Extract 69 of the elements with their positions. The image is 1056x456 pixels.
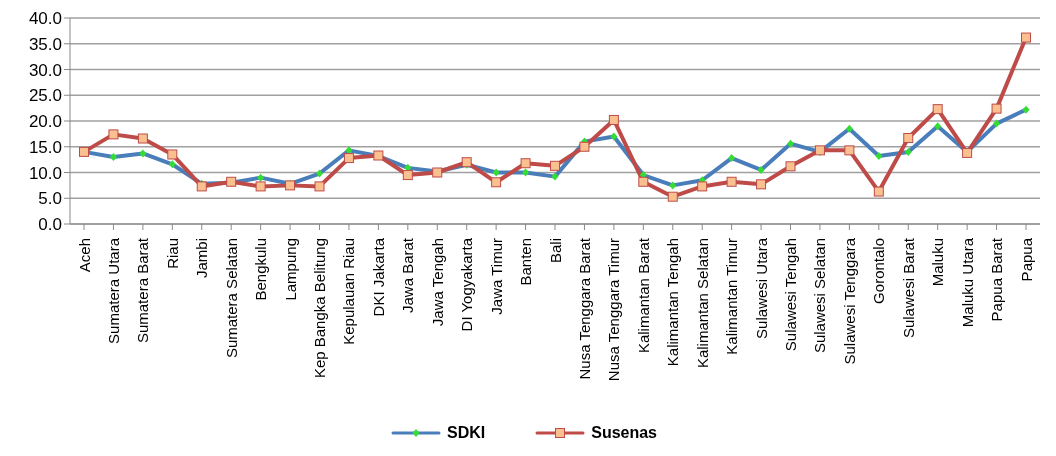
y-tick-label: 15.0 bbox=[28, 137, 62, 157]
x-tick-label: Riau bbox=[163, 238, 181, 269]
x-tick-label: Jawa Timur bbox=[487, 238, 505, 315]
point bbox=[314, 181, 325, 192]
legend-label: Susenas bbox=[591, 424, 658, 442]
x-tick-label: Maluku Utara bbox=[958, 237, 976, 328]
point bbox=[255, 181, 266, 192]
x-tick-label: Kalimantan Selatan bbox=[693, 238, 711, 369]
legend-label: SDKI bbox=[446, 424, 486, 442]
x-tick-label: Nusa Tenggara Timur bbox=[605, 238, 623, 382]
x-tick-label: Sumatera Selatan bbox=[222, 238, 240, 359]
point bbox=[608, 114, 619, 125]
point bbox=[726, 176, 737, 187]
point bbox=[137, 133, 148, 144]
point bbox=[196, 181, 207, 192]
point bbox=[402, 170, 413, 181]
point bbox=[108, 129, 119, 140]
y-tick-label: 35.0 bbox=[28, 34, 62, 54]
x-tick-label: Sulawesi Selatan bbox=[811, 238, 829, 354]
x-tick-label: Kalimantan Barat bbox=[634, 237, 652, 354]
x-tick-label: Banten bbox=[517, 238, 535, 286]
point bbox=[167, 149, 178, 160]
point bbox=[903, 133, 914, 143]
point bbox=[579, 141, 590, 152]
point bbox=[520, 158, 531, 169]
point bbox=[550, 160, 560, 171]
x-tick-label: Nusa Tenggara Barat bbox=[575, 237, 593, 380]
x-tick-label: Sulawesi Barat bbox=[899, 237, 917, 339]
point bbox=[844, 145, 855, 156]
point bbox=[697, 181, 708, 192]
point bbox=[638, 176, 649, 187]
point bbox=[1021, 32, 1031, 43]
x-tick-label: Sulawesi Utara bbox=[752, 237, 770, 339]
x-tick-label: Kalimantan Tengah bbox=[664, 238, 682, 367]
x-tick-label: Jambi bbox=[193, 238, 211, 279]
x-tick-label: Kep Bangka Belitung bbox=[311, 238, 328, 379]
x-tick-label: Papua Barat bbox=[988, 237, 1006, 322]
point bbox=[785, 161, 796, 172]
point bbox=[756, 179, 767, 190]
point bbox=[991, 103, 1002, 114]
x-tick-label: Bengkulu bbox=[252, 238, 270, 301]
x-tick-label: DKI Jakarta bbox=[369, 237, 387, 317]
point bbox=[343, 153, 354, 164]
y-tick-label: 40.0 bbox=[28, 9, 62, 29]
x-tick-label: Maluku bbox=[929, 238, 947, 287]
x-tick-label: Aceh bbox=[75, 238, 93, 273]
point bbox=[667, 191, 678, 202]
y-tick-label: 0.0 bbox=[38, 215, 62, 235]
x-tick-label: Bali bbox=[546, 238, 564, 264]
y-tick-label: 25.0 bbox=[28, 86, 62, 106]
x-tick-label: Sumatera Barat bbox=[134, 237, 152, 344]
x-tick-label: Gorontalo bbox=[870, 238, 888, 304]
x-tick-label: Kepulauan Riau bbox=[340, 238, 358, 345]
y-tick-label: 10.0 bbox=[28, 163, 62, 183]
point bbox=[873, 186, 884, 197]
x-tick-label: Lampung bbox=[281, 238, 299, 301]
x-tick-label: Sulawesi Tengah bbox=[782, 238, 799, 352]
y-tick-label: 5.0 bbox=[38, 189, 62, 209]
x-tick-label: Jawa Tengah bbox=[428, 238, 446, 327]
point bbox=[491, 177, 502, 188]
y-tick-label: 20.0 bbox=[28, 112, 62, 132]
x-tick-label: Sumatera Utara bbox=[104, 237, 122, 344]
x-tick-label: Jawa Barat bbox=[399, 237, 417, 314]
x-tick-label: Papua bbox=[1017, 237, 1035, 282]
x-tick-label: Kalimantan Timur bbox=[723, 238, 741, 355]
x-tick-label: DI Yogyakarta bbox=[458, 237, 476, 332]
point bbox=[932, 104, 943, 115]
y-tick-label: 30.0 bbox=[28, 60, 62, 80]
x-tick-label: Sulawesi Tenggara bbox=[840, 237, 858, 365]
